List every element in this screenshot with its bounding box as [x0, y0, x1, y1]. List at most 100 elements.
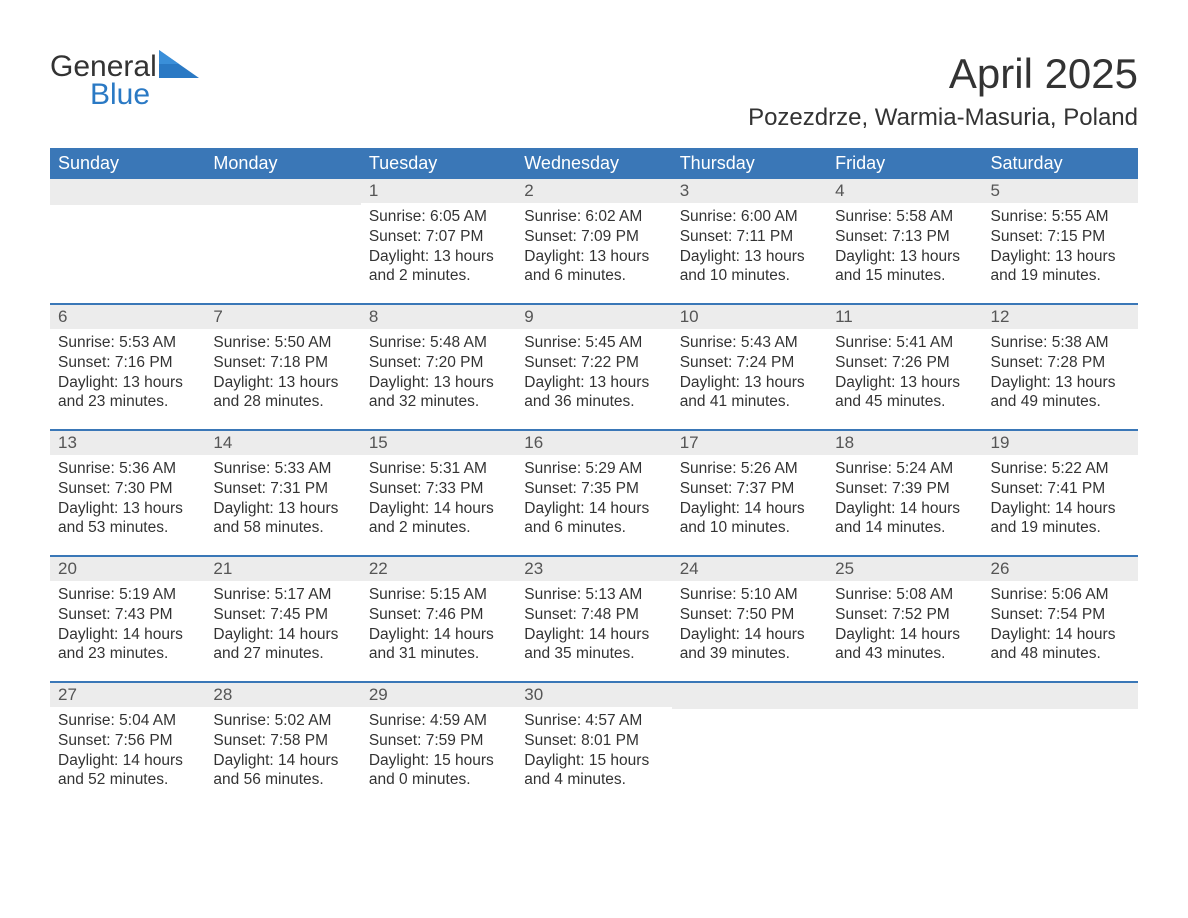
daylight2-text: and 19 minutes. [991, 266, 1130, 286]
week-row: 20Sunrise: 5:19 AMSunset: 7:43 PMDayligh… [50, 555, 1138, 681]
empty-day-header [50, 179, 205, 205]
daylight2-text: and 2 minutes. [369, 266, 508, 286]
sunset-text: Sunset: 7:30 PM [58, 479, 197, 499]
day-number: 11 [827, 305, 982, 329]
sunrise-text: Sunrise: 5:58 AM [835, 207, 974, 227]
daylight1-text: Daylight: 13 hours [369, 373, 508, 393]
daylight2-text: and 14 minutes. [835, 518, 974, 538]
daylight1-text: Daylight: 13 hours [991, 247, 1130, 267]
brand-word-2: Blue [90, 78, 157, 112]
sunset-text: Sunset: 7:07 PM [369, 227, 508, 247]
day-body: Sunrise: 5:22 AMSunset: 7:41 PMDaylight:… [983, 455, 1138, 538]
day-number: 13 [50, 431, 205, 455]
daylight1-text: Daylight: 15 hours [524, 751, 663, 771]
sunrise-text: Sunrise: 5:31 AM [369, 459, 508, 479]
title-block: April 2025 Pozezdrze, Warmia-Masuria, Po… [748, 50, 1138, 132]
day-number: 3 [672, 179, 827, 203]
daylight1-text: Daylight: 14 hours [991, 499, 1130, 519]
daylight1-text: Daylight: 13 hours [680, 247, 819, 267]
daylight2-text: and 53 minutes. [58, 518, 197, 538]
day-number: 16 [516, 431, 671, 455]
daylight2-text: and 48 minutes. [991, 644, 1130, 664]
weeks-container: 1Sunrise: 6:05 AMSunset: 7:07 PMDaylight… [50, 179, 1138, 807]
sunset-text: Sunset: 7:37 PM [680, 479, 819, 499]
day-cell: 29Sunrise: 4:59 AMSunset: 7:59 PMDayligh… [361, 683, 516, 807]
day-body: Sunrise: 5:48 AMSunset: 7:20 PMDaylight:… [361, 329, 516, 412]
daylight1-text: Daylight: 14 hours [680, 499, 819, 519]
day-body: Sunrise: 5:50 AMSunset: 7:18 PMDaylight:… [205, 329, 360, 412]
daylight1-text: Daylight: 14 hours [213, 625, 352, 645]
daylight1-text: Daylight: 14 hours [369, 625, 508, 645]
day-body: Sunrise: 5:13 AMSunset: 7:48 PMDaylight:… [516, 581, 671, 664]
daylight2-text: and 39 minutes. [680, 644, 819, 664]
header: General Blue April 2025 Pozezdrze, Warmi… [50, 50, 1138, 132]
day-cell: 26Sunrise: 5:06 AMSunset: 7:54 PMDayligh… [983, 557, 1138, 681]
daylight2-text: and 56 minutes. [213, 770, 352, 790]
sunset-text: Sunset: 7:50 PM [680, 605, 819, 625]
sunset-text: Sunset: 7:58 PM [213, 731, 352, 751]
sunset-text: Sunset: 7:11 PM [680, 227, 819, 247]
sunset-text: Sunset: 7:45 PM [213, 605, 352, 625]
daylight2-text: and 49 minutes. [991, 392, 1130, 412]
day-body: Sunrise: 5:08 AMSunset: 7:52 PMDaylight:… [827, 581, 982, 664]
sunset-text: Sunset: 7:56 PM [58, 731, 197, 751]
day-cell: 2Sunrise: 6:02 AMSunset: 7:09 PMDaylight… [516, 179, 671, 303]
sunrise-text: Sunrise: 5:26 AM [680, 459, 819, 479]
day-body: Sunrise: 6:02 AMSunset: 7:09 PMDaylight:… [516, 203, 671, 286]
empty-day-header [983, 683, 1138, 709]
day-number: 20 [50, 557, 205, 581]
day-cell: 17 Sunrise: 5:26 AMSunset: 7:37 PMDayligh… [672, 431, 827, 555]
daylight2-text: and 31 minutes. [369, 644, 508, 664]
day-cell: 9Sunrise: 5:45 AMSunset: 7:22 PMDaylight… [516, 305, 671, 429]
week-row: 1Sunrise: 6:05 AMSunset: 7:07 PMDaylight… [50, 179, 1138, 303]
calendar: Sunday Monday Tuesday Wednesday Thursday… [50, 148, 1138, 807]
day-number: 26 [983, 557, 1138, 581]
day-number: 17 [672, 431, 827, 455]
sunset-text: Sunset: 7:43 PM [58, 605, 197, 625]
month-title: April 2025 [748, 50, 1138, 98]
sunrise-text: Sunrise: 5:04 AM [58, 711, 197, 731]
daylight2-text: and 10 minutes. [680, 518, 819, 538]
sunrise-text: Sunrise: 5:50 AM [213, 333, 352, 353]
day-cell [672, 683, 827, 807]
day-number: 24 [672, 557, 827, 581]
day-cell: 14Sunrise: 5:33 AMSunset: 7:31 PMDayligh… [205, 431, 360, 555]
day-cell: 8Sunrise: 5:48 AMSunset: 7:20 PMDaylight… [361, 305, 516, 429]
day-number: 2 [516, 179, 671, 203]
day-cell: 1Sunrise: 6:05 AMSunset: 7:07 PMDaylight… [361, 179, 516, 303]
sunset-text: Sunset: 7:15 PM [991, 227, 1130, 247]
day-cell: 3Sunrise: 6:00 AMSunset: 7:11 PMDaylight… [672, 179, 827, 303]
daylight2-text: and 6 minutes. [524, 266, 663, 286]
sunrise-text: Sunrise: 5:17 AM [213, 585, 352, 605]
day-number: 19 [983, 431, 1138, 455]
sunset-text: Sunset: 7:31 PM [213, 479, 352, 499]
daylight2-text: and 2 minutes. [369, 518, 508, 538]
sunset-text: Sunset: 8:01 PM [524, 731, 663, 751]
daylight2-text: and 27 minutes. [213, 644, 352, 664]
day-cell: 30Sunrise: 4:57 AMSunset: 8:01 PMDayligh… [516, 683, 671, 807]
empty-day-header [672, 683, 827, 709]
sunrise-text: Sunrise: 5:38 AM [991, 333, 1130, 353]
daylight2-text: and 6 minutes. [524, 518, 663, 538]
sunrise-text: Sunrise: 5:22 AM [991, 459, 1130, 479]
day-number: 15 [361, 431, 516, 455]
location-text: Pozezdrze, Warmia-Masuria, Poland [748, 104, 1138, 132]
sunrise-text: Sunrise: 5:29 AM [524, 459, 663, 479]
empty-day-header [827, 683, 982, 709]
sunset-text: Sunset: 7:59 PM [369, 731, 508, 751]
day-body: Sunrise: 5:02 AMSunset: 7:58 PMDaylight:… [205, 707, 360, 790]
day-body: Sunrise: 5:29 AMSunset: 7:35 PMDaylight:… [516, 455, 671, 538]
day-number: 10 [672, 305, 827, 329]
day-number: 18 [827, 431, 982, 455]
day-body: Sunrise: 5:06 AMSunset: 7:54 PMDaylight:… [983, 581, 1138, 664]
day-number: 8 [361, 305, 516, 329]
day-body: Sunrise: 5:41 AMSunset: 7:26 PMDaylight:… [827, 329, 982, 412]
sunset-text: Sunset: 7:52 PM [835, 605, 974, 625]
day-number: 28 [205, 683, 360, 707]
day-cell [827, 683, 982, 807]
day-number: 27 [50, 683, 205, 707]
day-body: Sunrise: 5:38 AMSunset: 7:28 PMDaylight:… [983, 329, 1138, 412]
daylight2-text: and 36 minutes. [524, 392, 663, 412]
day-cell: 5Sunrise: 5:55 AMSunset: 7:15 PMDaylight… [983, 179, 1138, 303]
sunrise-text: Sunrise: 4:59 AM [369, 711, 508, 731]
